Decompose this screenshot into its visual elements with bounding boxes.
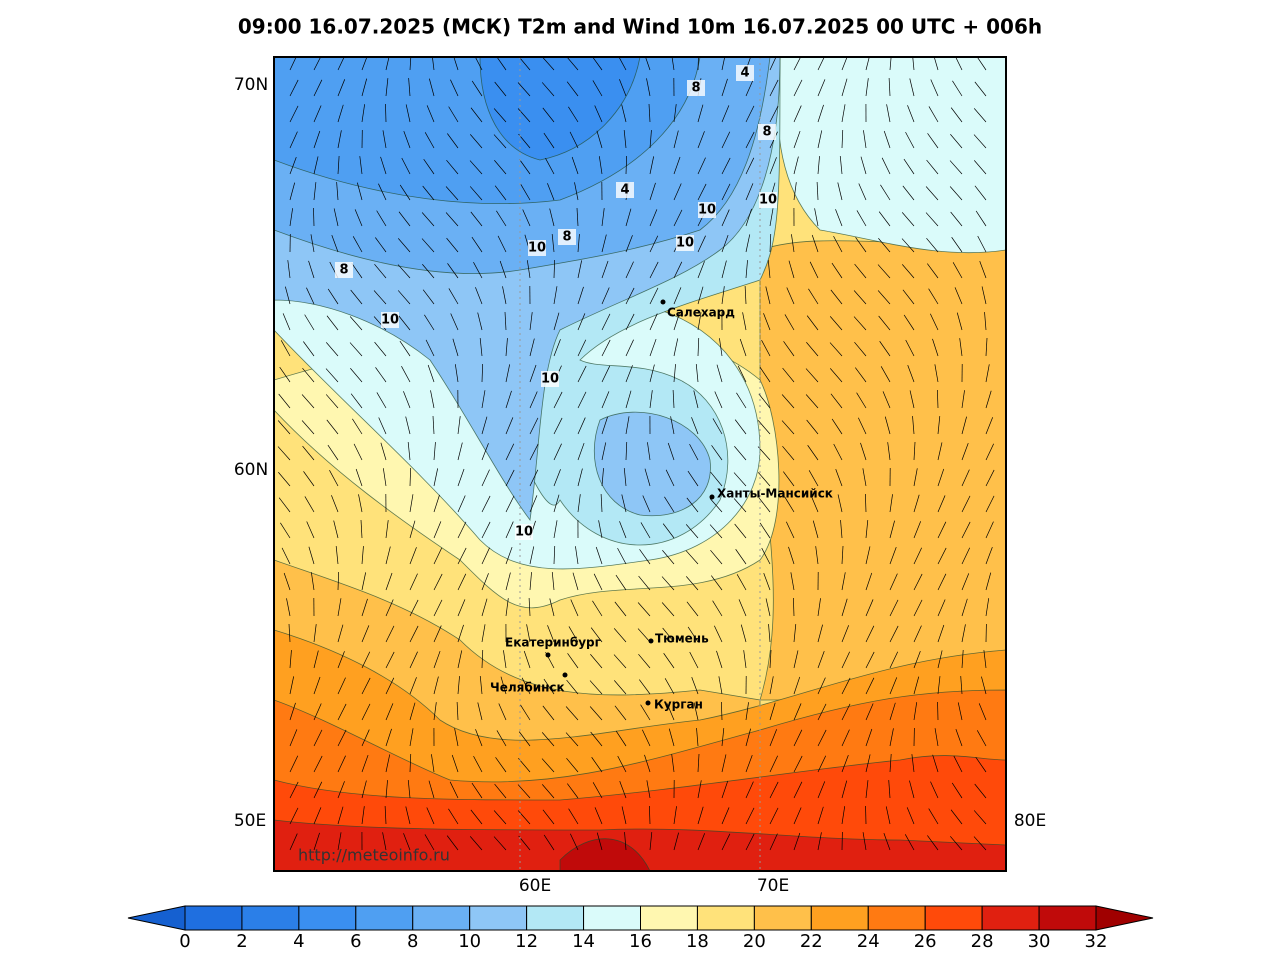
colorbar-tick-label: 28 <box>971 931 994 952</box>
contour-label: 10 <box>381 313 399 328</box>
contour-label: 4 <box>740 66 749 81</box>
colorbar-tick-label: 10 <box>458 931 481 952</box>
city-label: Салехард <box>667 306 735 320</box>
contour-label: 10 <box>676 236 694 251</box>
city-dot <box>646 701 651 706</box>
colorbar-swatch <box>697 906 754 930</box>
lon-label: 50E <box>234 811 266 831</box>
city-label: Екатеринбург <box>505 636 601 650</box>
city-label: Курган <box>654 698 703 712</box>
colorbar-tick-label: 12 <box>515 931 538 952</box>
contour-label: 8 <box>762 125 771 140</box>
colorbar-swatch <box>868 906 925 930</box>
colorbar-swatch <box>811 906 868 930</box>
city-dot <box>661 300 666 305</box>
watermark: http://meteoinfo.ru <box>298 846 450 865</box>
colorbar-tick-label: 26 <box>914 931 937 952</box>
colorbar-swatch <box>754 906 811 930</box>
colorbar-tick-label: 20 <box>743 931 766 952</box>
colorbar-tick-label: 22 <box>800 931 823 952</box>
colorbar-tick-label: 24 <box>857 931 880 952</box>
lon-label: 60E <box>519 876 551 896</box>
colorbar-under <box>128 906 185 930</box>
colorbar-tick-label: 32 <box>1085 931 1108 952</box>
lon-label: 70E <box>757 876 789 896</box>
colorbar-swatch <box>185 906 242 930</box>
contour-label: 10 <box>528 241 546 256</box>
colorbar-tick-label: 0 <box>179 931 190 952</box>
colorbar-tick-label: 16 <box>629 931 652 952</box>
colorbar-swatch <box>242 906 299 930</box>
city-label: Челябинск <box>490 681 565 695</box>
city-dot <box>563 673 568 678</box>
city-dot <box>710 495 715 500</box>
lat-label: 60N <box>234 460 268 480</box>
city-dot <box>546 653 551 658</box>
city-label: Ханты-Мансийск <box>717 487 833 501</box>
colorbar-swatch <box>356 906 413 930</box>
contour-label: 8 <box>562 230 571 245</box>
contour-label: 10 <box>759 193 777 208</box>
city-dot <box>649 639 654 644</box>
colorbar-swatch <box>925 906 982 930</box>
colorbar-tick-label: 2 <box>236 931 247 952</box>
lon-label: 80E <box>1014 811 1046 831</box>
colorbar-swatch <box>413 906 470 930</box>
colorbar-swatch <box>982 906 1039 930</box>
contour-label: 4 <box>620 183 629 198</box>
colorbar-swatch <box>527 906 584 930</box>
colorbar-swatch <box>299 906 356 930</box>
contour-label: 8 <box>691 81 700 96</box>
colorbar-swatch <box>641 906 698 930</box>
title: 09:00 16.07.2025 (МСК) T2m and Wind 10m … <box>238 15 1042 39</box>
colorbar-swatch <box>1039 906 1096 930</box>
colorbar-tick-label: 6 <box>350 931 361 952</box>
contour-label: 10 <box>515 525 533 540</box>
colorbar-tick-label: 8 <box>407 931 418 952</box>
city-label: Тюмень <box>655 632 709 646</box>
contour-label: 10 <box>698 203 716 218</box>
colorbar-tick-label: 4 <box>293 931 304 952</box>
colorbar-tick-label: 30 <box>1028 931 1051 952</box>
contour-label: 10 <box>541 372 559 387</box>
lat-label: 70N <box>234 75 268 95</box>
colorbar-swatch <box>470 906 527 930</box>
colorbar-swatch <box>584 906 641 930</box>
map <box>274 52 1006 871</box>
colorbar-over <box>1096 906 1153 930</box>
colorbar-tick-label: 14 <box>572 931 595 952</box>
colorbar-tick-label: 18 <box>686 931 709 952</box>
contour-label: 8 <box>339 263 348 278</box>
